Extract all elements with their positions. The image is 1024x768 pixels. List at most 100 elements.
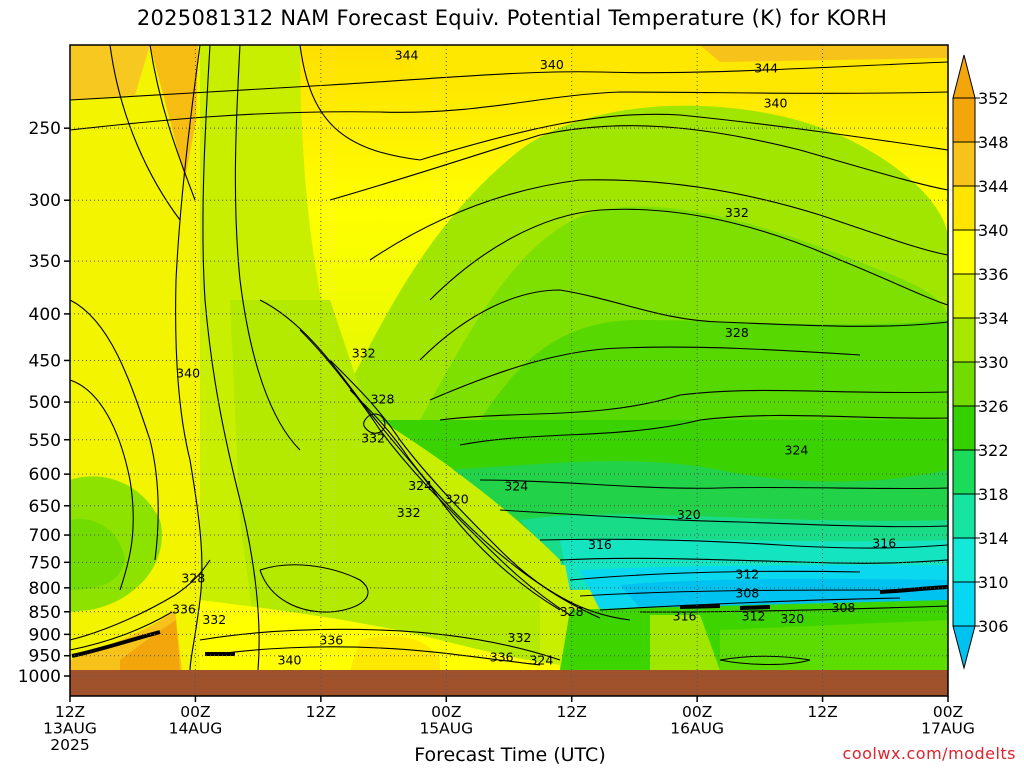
colorbar-swatch	[952, 273, 976, 319]
contour-label: 328	[371, 392, 395, 407]
y-tick-label: 600	[29, 465, 61, 485]
x-tick-label: 15AUG	[419, 720, 473, 738]
x-tick-label: 00Z	[933, 703, 963, 721]
colorbar-swatch	[952, 361, 976, 407]
contour-line	[539, 538, 948, 549]
contour-label: 312	[735, 566, 759, 581]
contour-line	[459, 414, 948, 446]
colorbar-bottom-arrow	[952, 625, 976, 670]
contour-label: 324	[529, 653, 553, 668]
ground-fill	[70, 670, 948, 696]
colorbar-swatch	[952, 581, 976, 627]
y-tick-label: 300	[29, 191, 61, 211]
contour-label: 332	[725, 205, 749, 220]
colorbar-label: 322	[978, 441, 1009, 460]
contour-label: 316	[588, 537, 612, 552]
contour-line	[70, 61, 948, 101]
y-tick-label: 350	[29, 252, 61, 272]
y-tick-label: 800	[29, 579, 61, 599]
colorbar-label: 340	[978, 221, 1009, 240]
contour-label: 320	[445, 492, 469, 507]
credit-link[interactable]: coolwx.com/modelts	[842, 744, 1016, 763]
contour-label: 328	[560, 604, 584, 619]
x-tick-label: 00Z	[180, 703, 210, 721]
contour-line	[259, 299, 561, 611]
contour-label: 324	[408, 478, 432, 493]
contour-label: 336	[172, 601, 196, 616]
contour-line	[149, 45, 196, 201]
contour-label: 320	[677, 507, 701, 522]
x-tick-label: 00Z	[431, 703, 461, 721]
colorbar-top-arrow	[952, 54, 976, 99]
contour-label: 336	[319, 632, 343, 647]
contour-line	[202, 45, 260, 671]
colorbar: 352 348 344 340 336 334 330 326 322 318 314 310 306	[952, 54, 1009, 670]
contour-line	[70, 299, 159, 561]
colorbar-swatch	[952, 405, 976, 451]
colorbar-swatch	[952, 537, 976, 583]
contour-line	[559, 557, 948, 564]
colorbar-swatch	[952, 97, 976, 143]
theta-e-field	[70, 45, 948, 696]
contour-line	[499, 509, 948, 528]
colorbar-label: 318	[978, 485, 1009, 504]
x-tick-label: 16AUG	[670, 720, 724, 738]
contour-line	[70, 611, 173, 651]
x-tick-label: 12Z	[807, 703, 837, 721]
contour-line	[70, 91, 948, 131]
colorbar-swatch	[952, 317, 976, 363]
y-tick-label: 750	[29, 553, 61, 573]
plot-frame	[69, 44, 949, 697]
colorbar-label: 352	[978, 89, 1009, 108]
y-tick-label: 550	[29, 431, 61, 451]
contour-line	[569, 570, 861, 581]
colorbar-label: 310	[978, 573, 1009, 592]
contour-label: 332	[202, 612, 226, 627]
colorbar-label: 306	[978, 617, 1009, 636]
colorbar-label: 326	[978, 397, 1009, 416]
contour-label: 316	[673, 608, 697, 623]
contour-label: 324	[785, 442, 809, 457]
x-tick-label: 12Z	[306, 703, 336, 721]
x-tick-label: 14AUG	[169, 720, 223, 738]
contour-line	[599, 597, 901, 611]
contour-label: 324	[504, 478, 528, 493]
contour-label: 316	[872, 535, 896, 550]
colorbar-swatch	[952, 185, 976, 231]
y-tick-label: 850	[29, 603, 61, 623]
contour-label: 332	[397, 505, 421, 520]
contour-line	[639, 605, 948, 613]
contour-label: 308	[832, 600, 856, 615]
colorbar-swatch	[952, 493, 976, 539]
y-tick-label: 950	[29, 647, 61, 667]
contour-line-thick	[71, 630, 161, 658]
y-tick-label: 1000	[18, 667, 61, 687]
y-tick-label: 500	[29, 393, 61, 413]
contour-line	[369, 179, 948, 261]
contour-label: 328	[725, 325, 749, 340]
contour-line-thick	[879, 585, 948, 594]
colorbar-swatch	[952, 229, 976, 275]
contour-line	[439, 389, 948, 421]
contour-line	[299, 329, 571, 616]
grid-lines	[70, 45, 948, 696]
contour-line	[109, 45, 181, 221]
contour-line	[419, 289, 948, 361]
x-tick-label: 13AUG	[43, 720, 97, 738]
contour-label: 312	[742, 608, 766, 623]
y-tick-label: 900	[29, 625, 61, 645]
colorbar-label: 334	[978, 309, 1009, 328]
y-tick-label: 400	[29, 305, 61, 325]
y-tick-label: 450	[29, 351, 61, 371]
contour-label: 344	[754, 61, 778, 76]
contour-line	[199, 628, 561, 661]
x-tick-label: 12Z	[557, 703, 587, 721]
y-tick-label: 650	[29, 497, 61, 517]
x-tick-label: 12Z	[55, 703, 85, 721]
contour-label: 340	[176, 365, 200, 380]
contour-line	[363, 413, 386, 434]
contour-line	[70, 379, 134, 591]
contour-line	[299, 45, 948, 161]
